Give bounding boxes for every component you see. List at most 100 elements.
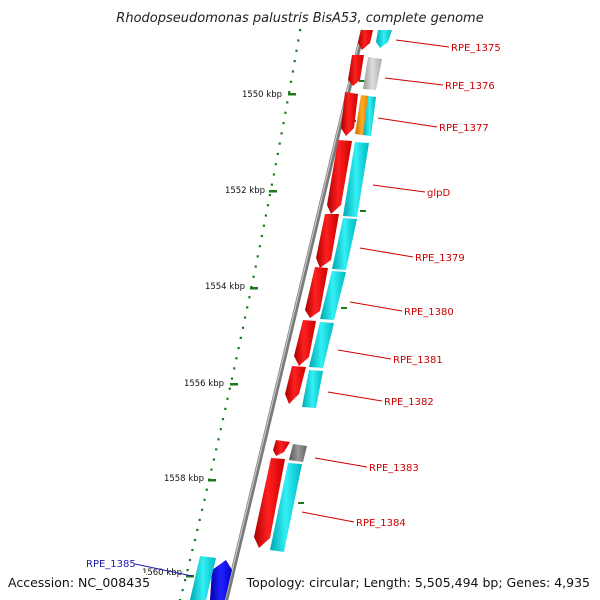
scale-ring-ticks (179, 29, 302, 600)
gene-rpe-1384-block[interactable] (270, 463, 302, 552)
scale-ring-dot (205, 488, 208, 491)
scale-ring-dot (264, 214, 267, 217)
gene-rpe-1382-block[interactable] (302, 370, 323, 408)
gene-rpe-1383-block[interactable] (289, 444, 307, 462)
gene-label-glpd[interactable]: glpD (427, 188, 450, 199)
scale-ring-dot (191, 548, 194, 552)
gene-rpe-1380-block[interactable] (320, 271, 346, 320)
scale-ring-dot (203, 498, 206, 501)
gene-rpe-1386-arrow[interactable] (210, 560, 232, 600)
scale-ring-dot (233, 367, 236, 370)
leader-rpe-1376 (384, 77, 444, 86)
leader-rpe-1381 (337, 349, 392, 360)
gene-rpe-1379-block[interactable] (332, 218, 357, 270)
major-tick (208, 479, 216, 482)
scale-ring-dot (248, 296, 251, 299)
map-title: Rhodopseudomonas palustris BisA53, compl… (116, 11, 483, 26)
gene-label-rpe-1376[interactable]: RPE_1376 (445, 81, 495, 92)
scale-ring-dot (293, 60, 296, 63)
ring-dash (298, 502, 304, 504)
gene-rpe-1376-block[interactable] (363, 57, 382, 90)
gene-label-rpe-1379[interactable]: RPE_1379 (415, 253, 465, 264)
leader-rpe-1383 (314, 457, 368, 468)
scale-ring-dot (284, 111, 287, 114)
gene-rpe-1377-block[interactable] (363, 96, 376, 136)
scale-ring-dot (258, 245, 261, 248)
kbp-label: 1550 kbp (242, 90, 282, 100)
gene-glpd-block[interactable] (343, 142, 369, 217)
scale-ring-dot (241, 326, 245, 329)
ring-dash (341, 307, 347, 309)
gene-rpe-1381-block[interactable] (309, 322, 334, 368)
scale-ring-dot (276, 152, 279, 155)
gene-label-rpe-1385[interactable]: RPE_1385 (86, 559, 136, 570)
scale-ring-dot (188, 558, 192, 562)
scale-ring-dot (198, 518, 201, 521)
gene-rpe-1382-arrow[interactable] (285, 366, 306, 404)
forward-strand-genes (210, 30, 373, 600)
ring-dash (359, 80, 365, 82)
scale-ring-dot (266, 204, 269, 207)
leader-rpe-1375 (395, 39, 450, 48)
leader-rpe-1379 (359, 247, 414, 258)
scale-ring-dot (282, 122, 285, 125)
gene-label-rpe-1377[interactable]: RPE_1377 (439, 123, 489, 134)
scale-ring-dot (260, 234, 263, 238)
topology-text: Topology: circular; Length: 5,505,494 bp… (246, 575, 590, 590)
scale-ring-dot (184, 579, 187, 582)
scale-ring-dot (262, 224, 265, 227)
major-tick (250, 287, 258, 290)
gene-rpe-1375-arrow[interactable] (358, 30, 373, 50)
scale-ring-dot (237, 347, 240, 350)
leader-rpe-1382 (327, 391, 383, 402)
scale-ring-dot (228, 387, 231, 390)
scale-ring-dot (254, 265, 257, 268)
gene-labels: RPE_1375 RPE_1376 RPE_1377 glpD RPE_1379… (86, 43, 501, 570)
gene-rpe-1377-orange-block[interactable] (355, 95, 369, 135)
ring-dash (360, 210, 366, 212)
scale-ring-dot (210, 468, 213, 471)
gene-rpe-1377-arrow[interactable] (341, 92, 358, 136)
gene-rpe-1383-arrow[interactable] (273, 440, 290, 456)
scale-ring-dot (215, 448, 218, 451)
scale-ring-dot (186, 569, 189, 572)
gene-rpe-1381-arrow[interactable] (294, 320, 316, 366)
scale-ring-dot (226, 397, 229, 400)
gene-label-rpe-1383[interactable]: RPE_1383 (369, 463, 419, 474)
gene-label-rpe-1381[interactable]: RPE_1381 (393, 355, 443, 366)
scale-ring-dot (286, 101, 289, 104)
scale-ring-dot (224, 407, 227, 410)
scale-labels: 1550 kbp 1552 kbp 1554 kbp 1556 kbp 1558… (142, 90, 282, 578)
scale-ring-dot (217, 438, 220, 441)
gene-label-rpe-1382[interactable]: RPE_1382 (384, 397, 434, 408)
accession-text: Accession: NC_008435 (8, 575, 150, 590)
scale-ring-dot (235, 357, 238, 360)
scale-major-ticks (186, 93, 296, 578)
gene-label-rpe-1384[interactable]: RPE_1384 (356, 518, 406, 529)
leader-rpe-1380 (349, 301, 403, 312)
scale-ring-dot (219, 428, 222, 431)
leader-rpe-1384 (301, 511, 355, 523)
kbp-label: 1552 kbp (225, 186, 265, 196)
scale-ring-dot (289, 80, 293, 83)
leader-glpd (372, 184, 426, 193)
gene-rpe-1385-block[interactable] (190, 556, 216, 600)
scale-ring-dot (295, 49, 298, 52)
footer-right-backdrop (258, 573, 596, 591)
kbp-label: 1558 kbp (164, 474, 204, 484)
major-tick (230, 383, 238, 386)
major-tick (269, 190, 277, 193)
kbp-label: 1554 kbp (205, 282, 245, 292)
gene-rpe-1376-arrow[interactable] (348, 55, 364, 86)
scale-ring-dot (256, 255, 259, 258)
scale-ring-dot (252, 275, 255, 278)
scale-ring-dot (196, 528, 199, 531)
gene-rpe-1384-arrow[interactable] (254, 458, 285, 548)
gene-glpd-arrow[interactable] (327, 140, 352, 214)
gene-label-rpe-1375[interactable]: RPE_1375 (451, 43, 501, 54)
gene-rpe-1379-arrow[interactable] (316, 214, 339, 268)
gene-label-rpe-1380[interactable]: RPE_1380 (404, 307, 454, 318)
gene-rpe-1380-arrow[interactable] (305, 267, 328, 318)
gene-rpe-1375-block[interactable] (376, 30, 392, 48)
